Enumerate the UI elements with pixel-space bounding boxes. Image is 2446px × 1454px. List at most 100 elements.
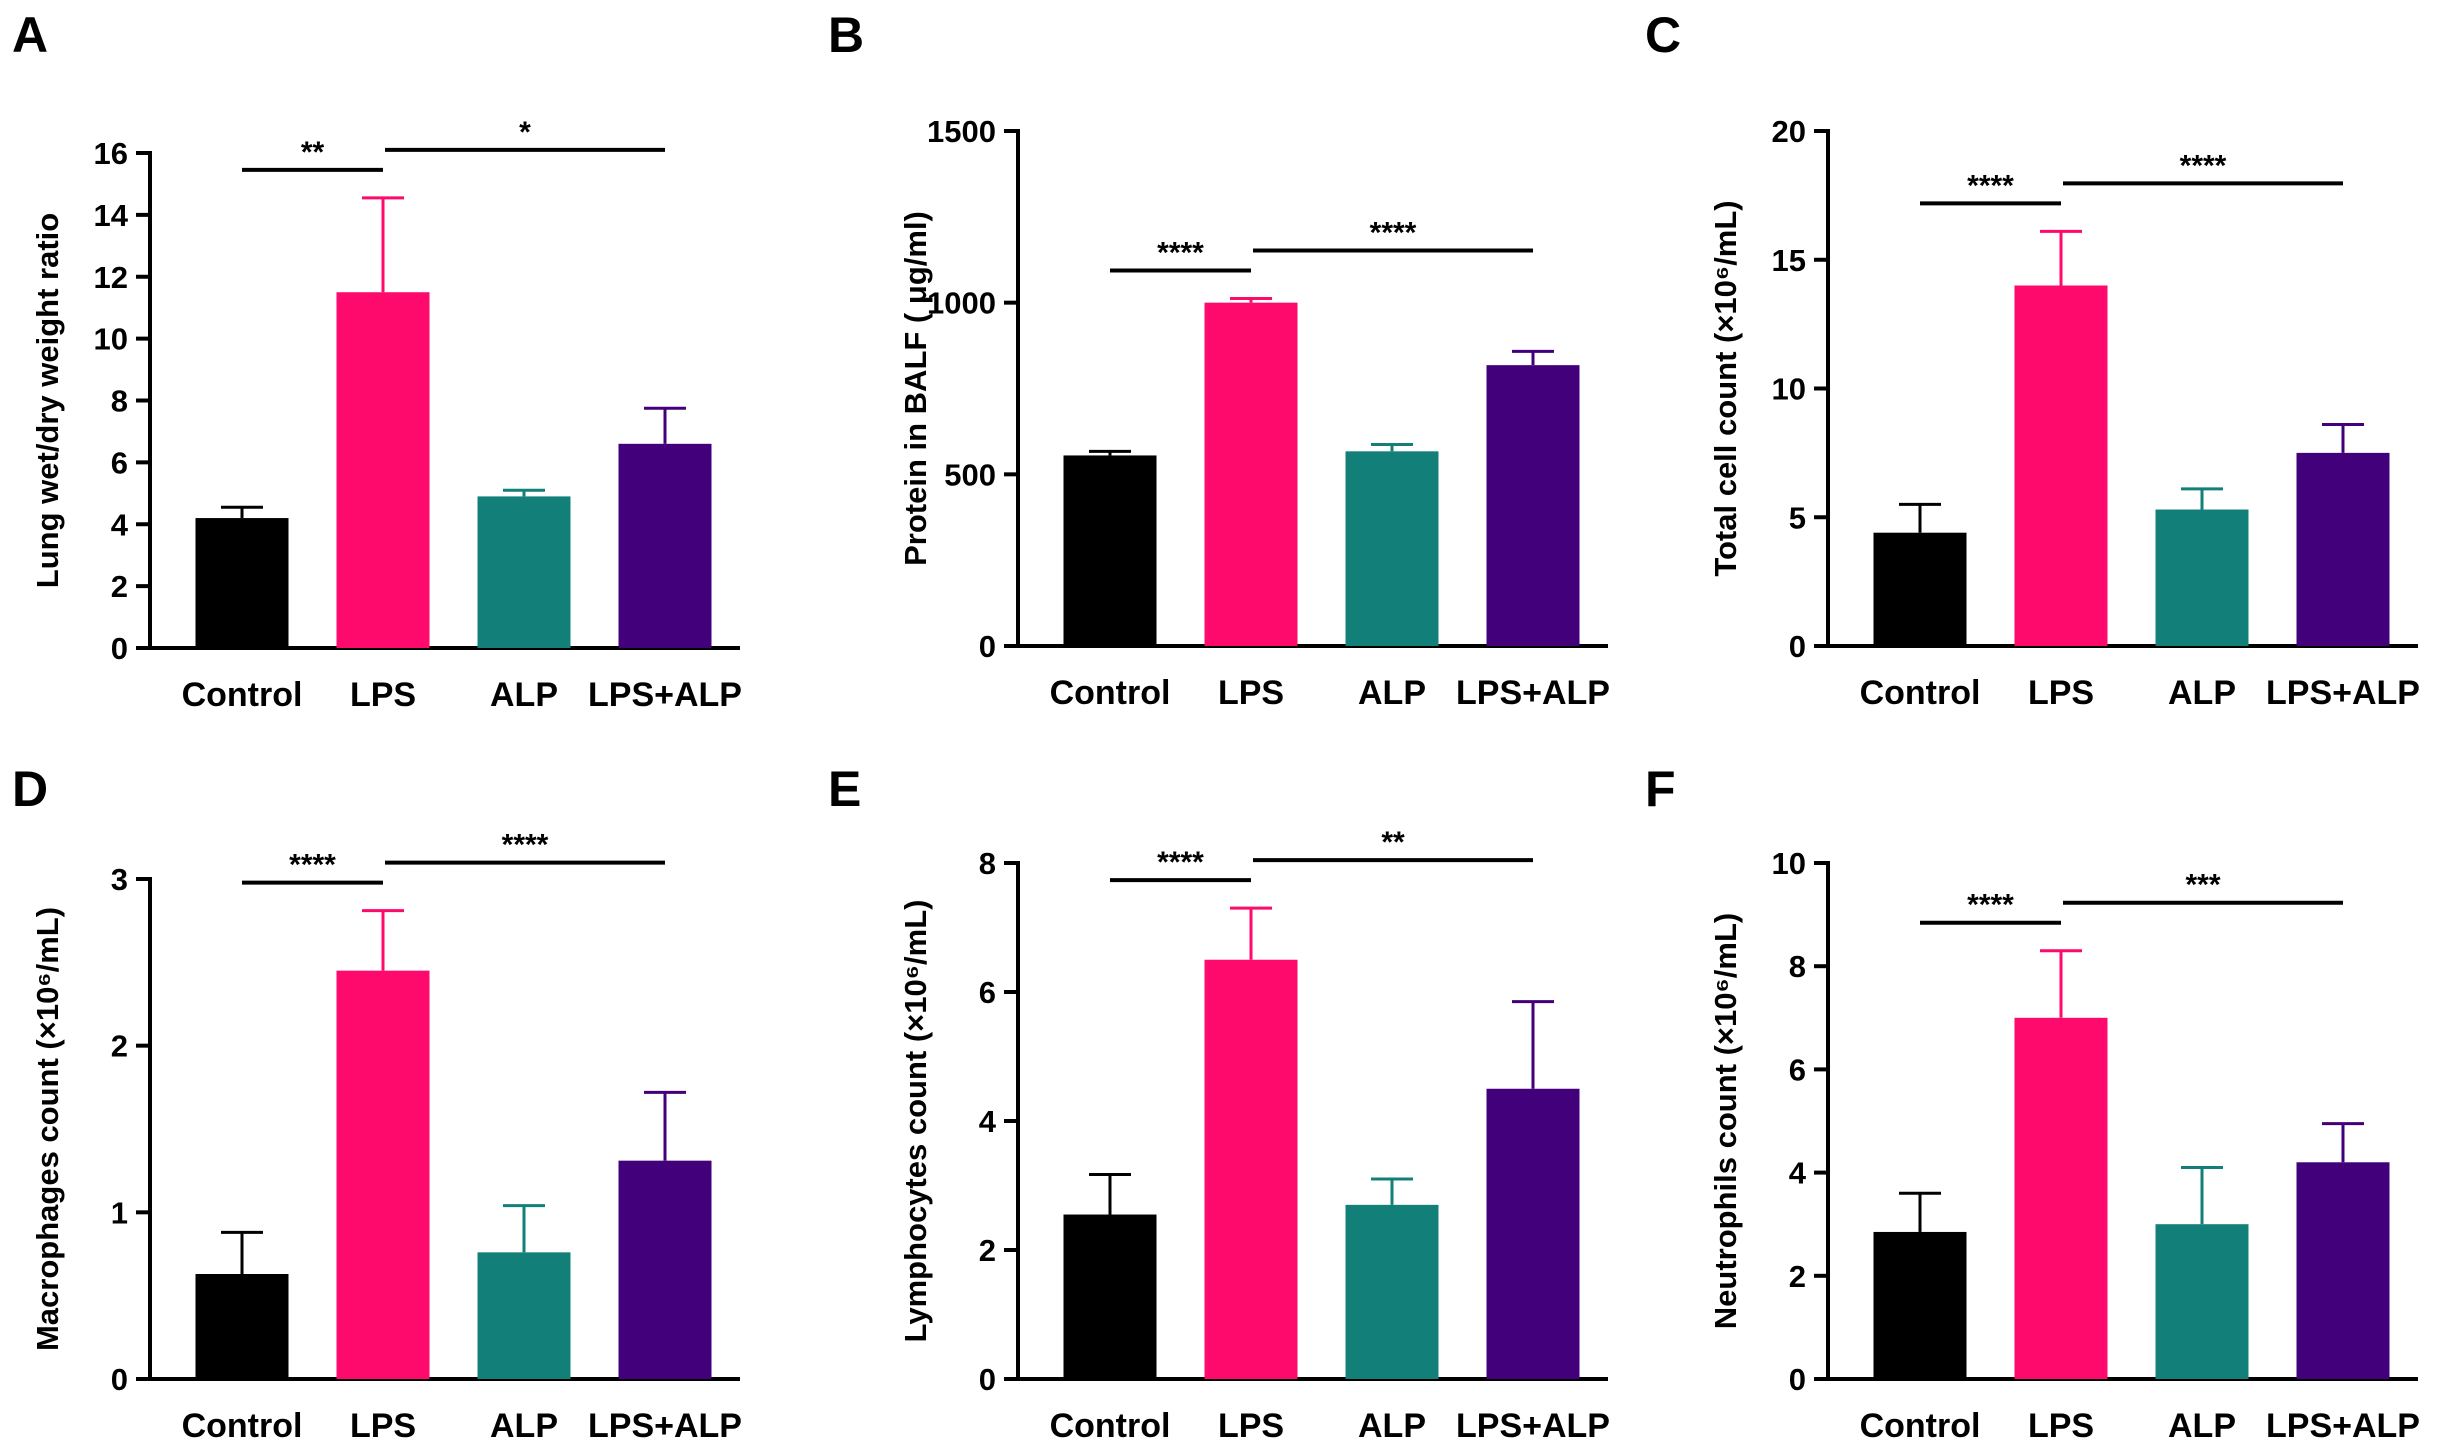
- panel-letter: F: [1645, 761, 1676, 817]
- y-tick-label: 10: [1772, 372, 1806, 407]
- bar-alp: [2155, 1224, 2249, 1379]
- bar-lps-alp: [618, 1160, 712, 1379]
- y-tick-label: 2: [1789, 1259, 1806, 1294]
- bar-lps: [2014, 285, 2108, 646]
- y-tick-label: 2: [111, 1029, 128, 1064]
- significance-label: ****: [1157, 237, 1204, 270]
- significance-label: ****: [1370, 217, 1417, 250]
- y-tick-label: 6: [1789, 1052, 1806, 1087]
- bar-control: [1063, 1214, 1157, 1379]
- x-tick-label-lps: LPS: [1218, 1407, 1284, 1445]
- significance-label: **: [301, 136, 325, 169]
- y-tick-label: 20: [1772, 114, 1806, 149]
- y-tick-label: 5: [1789, 500, 1806, 535]
- bar-lps: [336, 292, 430, 648]
- panel-f: F 0 2 4 6 8 10 Neutrophils count (×10⁶/mL) Contr…: [1645, 761, 2420, 1445]
- y-axis-label: Lymphocytes count (×10⁶/mL): [898, 900, 933, 1343]
- x-tick-label-alp: ALP: [1358, 674, 1426, 712]
- significance-label: ****: [289, 849, 336, 882]
- bar-lps: [2014, 1017, 2108, 1379]
- y-tick-label: 10: [1772, 846, 1806, 881]
- y-tick-label: 8: [979, 846, 996, 881]
- x-tick-label-lps: LPS: [2028, 674, 2094, 712]
- y-axis-label: Neutrophils count (×10⁶/mL): [1708, 913, 1743, 1329]
- bar-lps-alp: [1486, 1088, 1580, 1379]
- y-tick-label: 0: [979, 1362, 996, 1397]
- y-tick-label: 8: [1789, 949, 1806, 984]
- x-tick-label-lps-alp: LPS+ALP: [588, 676, 742, 714]
- bar-lps-alp: [2296, 452, 2390, 646]
- x-tick-label-control: Control: [182, 1407, 303, 1445]
- x-tick-label-lps-alp: LPS+ALP: [588, 1407, 742, 1445]
- y-tick-label: 0: [111, 631, 128, 666]
- x-tick-label-lps-alp: LPS+ALP: [1456, 1407, 1610, 1445]
- bar-lps: [336, 970, 430, 1379]
- panel-e: E 0 2 4 6 8 Lymphocytes count (×10⁶/mL) Control…: [828, 761, 1610, 1445]
- panel-c: C 0 5 10 15 20 Total cell count (×10⁶/mL) Contr…: [1645, 7, 2420, 712]
- y-tick-label: 16: [94, 136, 128, 171]
- bar-control: [195, 1274, 289, 1379]
- bar-lps: [1204, 302, 1298, 646]
- x-tick-label-control: Control: [1860, 674, 1981, 712]
- y-tick-label: 1: [111, 1195, 128, 1230]
- significance-label: **: [1381, 826, 1405, 859]
- y-tick-label: 10: [94, 322, 128, 357]
- bar-control: [1873, 1231, 1967, 1379]
- y-tick-label: 2: [979, 1233, 996, 1268]
- bar-alp: [477, 496, 571, 648]
- bar-lps-alp: [618, 443, 712, 648]
- y-tick-label: 4: [979, 1104, 997, 1139]
- bar-lps-alp: [2296, 1162, 2390, 1379]
- y-axis-label: Protein in BALF ( μg/ml): [898, 211, 933, 566]
- bar-lps-alp: [1486, 365, 1580, 646]
- significance-label: *: [519, 116, 531, 149]
- y-tick-label: 14: [94, 198, 129, 233]
- panel-d: D 0 1 2 3 Macrophages count (×10⁶/mL) Control L…: [12, 761, 742, 1445]
- y-axis-label: Total cell count (×10⁶/mL): [1708, 200, 1743, 576]
- y-tick-label: 0: [111, 1362, 128, 1397]
- x-tick-label-alp: ALP: [2168, 1407, 2236, 1445]
- bar-control: [1063, 455, 1157, 646]
- bar-control: [1873, 532, 1967, 646]
- bar-control: [195, 518, 289, 648]
- y-tick-label: 8: [111, 384, 128, 419]
- x-tick-label-lps-alp: LPS+ALP: [2266, 1407, 2420, 1445]
- x-tick-label-alp: ALP: [1358, 1407, 1426, 1445]
- x-tick-label-lps: LPS: [350, 676, 416, 714]
- y-tick-label: 1500: [927, 114, 996, 149]
- y-tick-label: 500: [944, 457, 996, 492]
- y-tick-label: 1000: [927, 286, 996, 321]
- x-tick-label-lps: LPS: [350, 1407, 416, 1445]
- y-tick-label: 6: [979, 975, 996, 1010]
- significance-label: ****: [2180, 149, 2227, 182]
- significance-label: ****: [1967, 889, 2014, 922]
- x-tick-label-lps: LPS: [2028, 1407, 2094, 1445]
- y-axis-label: Macrophages count (×10⁶/mL): [30, 907, 65, 1351]
- panel-letter: B: [828, 7, 864, 63]
- y-tick-label: 4: [1789, 1156, 1807, 1191]
- x-tick-label-control: Control: [1050, 1407, 1171, 1445]
- x-tick-label-lps-alp: LPS+ALP: [2266, 674, 2420, 712]
- y-tick-label: 2: [111, 569, 128, 604]
- panel-a: A 0 2 4 6 8 10 12 14 16 Lung wet/dry weight ratio C…: [12, 7, 742, 714]
- y-tick-label: 0: [1789, 1362, 1806, 1397]
- bar-alp: [477, 1252, 571, 1379]
- panel-letter: A: [12, 7, 48, 63]
- y-axis-label: Lung wet/dry weight ratio: [30, 213, 65, 588]
- x-tick-label-alp: ALP: [2168, 674, 2236, 712]
- x-tick-label-control: Control: [1050, 674, 1171, 712]
- significance-label: ****: [1157, 846, 1204, 879]
- panel-letter: E: [828, 761, 861, 817]
- y-tick-label: 15: [1772, 243, 1806, 278]
- x-tick-label-lps: LPS: [1218, 674, 1284, 712]
- bar-alp: [1345, 1204, 1439, 1379]
- panel-letter: D: [12, 761, 48, 817]
- bar-lps: [1204, 959, 1298, 1379]
- x-tick-label-control: Control: [182, 676, 303, 714]
- y-tick-label: 6: [111, 445, 128, 480]
- x-tick-label-lps-alp: LPS+ALP: [1456, 674, 1610, 712]
- x-tick-label-alp: ALP: [490, 1407, 558, 1445]
- panel-letter: C: [1645, 7, 1681, 63]
- y-tick-label: 12: [94, 260, 128, 295]
